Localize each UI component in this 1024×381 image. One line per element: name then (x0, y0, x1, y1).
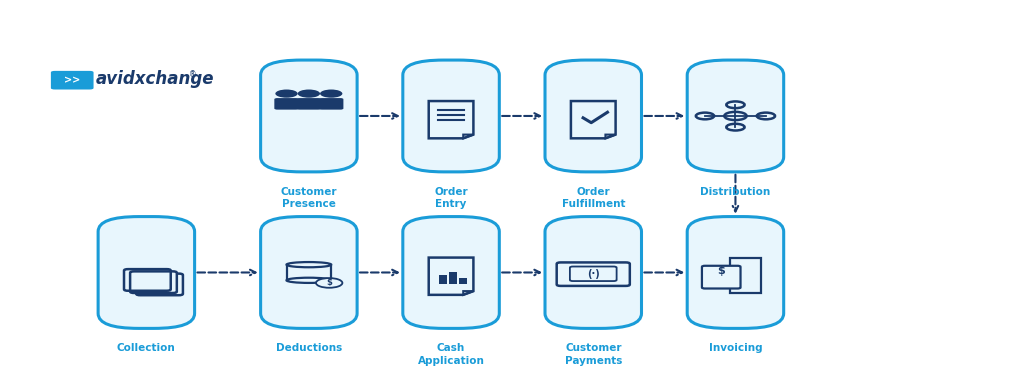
Text: Order
Entry: Order Entry (434, 187, 468, 209)
FancyBboxPatch shape (261, 216, 357, 328)
FancyBboxPatch shape (687, 216, 783, 328)
FancyBboxPatch shape (136, 274, 183, 295)
FancyBboxPatch shape (402, 60, 500, 172)
Circle shape (275, 90, 298, 98)
Circle shape (321, 90, 342, 98)
FancyBboxPatch shape (130, 271, 177, 293)
FancyBboxPatch shape (701, 266, 740, 288)
Circle shape (316, 278, 342, 288)
Text: Collection: Collection (117, 343, 176, 353)
Text: >>: >> (65, 75, 80, 85)
FancyBboxPatch shape (274, 98, 299, 110)
FancyBboxPatch shape (450, 272, 457, 284)
FancyBboxPatch shape (261, 60, 357, 172)
FancyBboxPatch shape (545, 216, 641, 328)
Text: Order
Fulfillment: Order Fulfillment (561, 187, 625, 209)
Text: $: $ (718, 266, 725, 275)
Text: Customer
Presence: Customer Presence (281, 187, 337, 209)
Text: avidxchange: avidxchange (95, 70, 214, 88)
FancyBboxPatch shape (687, 60, 783, 172)
FancyBboxPatch shape (439, 275, 447, 284)
Text: Distribution: Distribution (700, 187, 771, 197)
Text: $: $ (327, 279, 332, 287)
FancyBboxPatch shape (51, 71, 93, 90)
Circle shape (298, 90, 321, 98)
Text: Invoicing: Invoicing (709, 343, 762, 353)
FancyBboxPatch shape (319, 98, 343, 110)
Text: ®: ® (189, 70, 197, 80)
FancyBboxPatch shape (402, 216, 500, 328)
Text: (·): (·) (587, 269, 600, 279)
FancyBboxPatch shape (459, 278, 467, 284)
FancyBboxPatch shape (297, 98, 322, 110)
FancyBboxPatch shape (98, 216, 195, 328)
Text: Cash
Application: Cash Application (418, 343, 484, 366)
FancyBboxPatch shape (545, 60, 641, 172)
Text: Customer
Payments: Customer Payments (564, 343, 622, 366)
Text: Deductions: Deductions (275, 343, 342, 353)
